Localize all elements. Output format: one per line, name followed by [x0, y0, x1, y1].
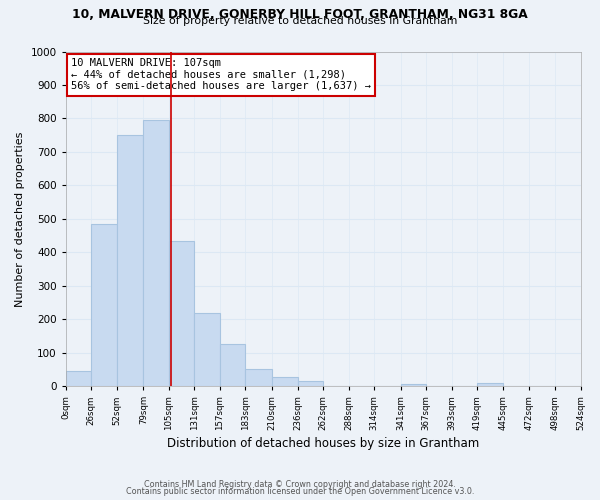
Text: 10 MALVERN DRIVE: 107sqm
← 44% of detached houses are smaller (1,298)
56% of sem: 10 MALVERN DRIVE: 107sqm ← 44% of detach… [71, 58, 371, 92]
Bar [143, 120, 169, 386]
Text: Size of property relative to detached houses in Grantham: Size of property relative to detached ho… [143, 16, 457, 26]
Bar [66, 371, 91, 386]
Bar [298, 381, 323, 386]
Bar [401, 384, 426, 386]
Bar [117, 135, 143, 386]
Y-axis label: Number of detached properties: Number of detached properties [15, 131, 25, 306]
Bar [245, 369, 272, 386]
Text: Contains HM Land Registry data © Crown copyright and database right 2024.: Contains HM Land Registry data © Crown c… [144, 480, 456, 489]
X-axis label: Distribution of detached houses by size in Grantham: Distribution of detached houses by size … [167, 437, 479, 450]
Bar [478, 384, 503, 386]
Bar [220, 344, 245, 386]
Text: 10, MALVERN DRIVE, GONERBY HILL FOOT, GRANTHAM, NG31 8GA: 10, MALVERN DRIVE, GONERBY HILL FOOT, GR… [72, 8, 528, 20]
Bar [272, 377, 298, 386]
Text: Contains public sector information licensed under the Open Government Licence v3: Contains public sector information licen… [126, 487, 474, 496]
Bar [91, 224, 117, 386]
Bar [194, 312, 220, 386]
Bar [169, 240, 194, 386]
